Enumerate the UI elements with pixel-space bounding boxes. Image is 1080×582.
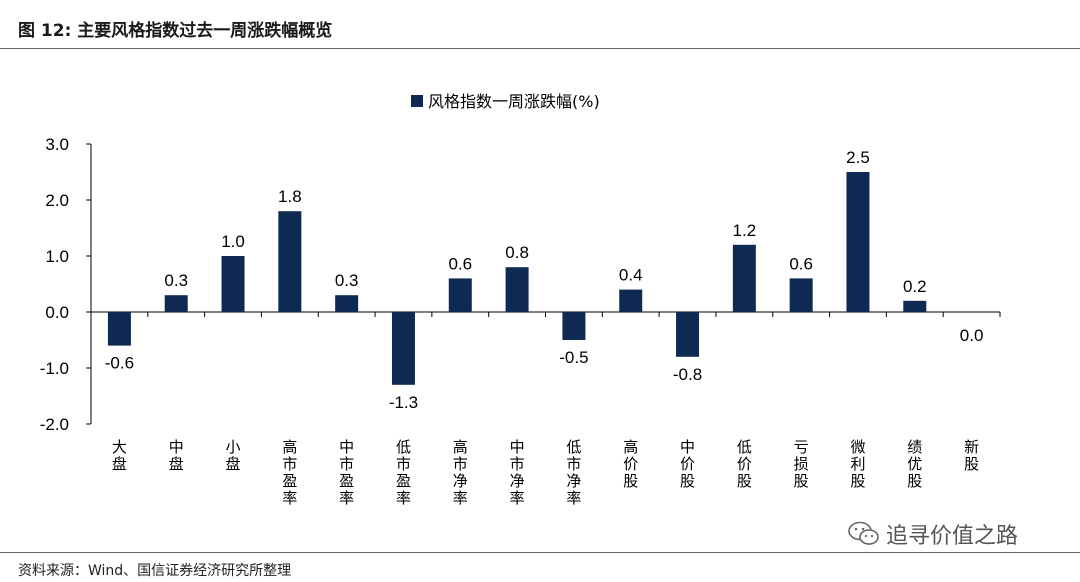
bar-series bbox=[107, 172, 927, 385]
y-axis: 3.0 2.0 1.0 0.0 -1.0 -2.0 bbox=[40, 135, 92, 434]
category-label: 中市净率 bbox=[510, 438, 525, 507]
data-label: 1.2 bbox=[733, 221, 757, 240]
bar bbox=[391, 312, 415, 385]
data-label: 1.0 bbox=[221, 232, 245, 251]
x-axis bbox=[90, 311, 1001, 317]
data-label: -0.8 bbox=[673, 365, 702, 384]
y-tick-label: 0.0 bbox=[45, 303, 69, 322]
category-label: 亏损股 bbox=[794, 438, 809, 490]
bar bbox=[789, 278, 813, 312]
data-label: 2.5 bbox=[846, 148, 870, 167]
data-label: 0.4 bbox=[619, 266, 643, 285]
category-labels: 大盘 中盘 小盘 高市盈率 中市盈率 低市盈率 高市净率 中市净率 低市净率 高价股 中价股 低价股 亏… bbox=[112, 438, 979, 507]
category-label: 高价股 bbox=[623, 438, 638, 490]
watermark: 追寻价值之路 bbox=[848, 518, 1018, 550]
y-tick-label: -2.0 bbox=[40, 415, 69, 434]
y-tick-label: 2.0 bbox=[45, 191, 69, 210]
data-label: 0.2 bbox=[903, 277, 927, 296]
category-label: 小盘 bbox=[226, 438, 241, 473]
bar bbox=[732, 244, 756, 312]
data-label: -0.5 bbox=[559, 348, 588, 367]
y-tick-label: -1.0 bbox=[40, 359, 69, 378]
data-label: 0.6 bbox=[789, 254, 813, 273]
y-tick-label: 1.0 bbox=[45, 247, 69, 266]
bar bbox=[107, 312, 131, 346]
bar bbox=[903, 300, 927, 312]
y-tick-label: 3.0 bbox=[45, 135, 69, 154]
category-label: 中价股 bbox=[680, 438, 695, 490]
category-label: 大盘 bbox=[112, 438, 127, 473]
bar bbox=[221, 256, 245, 312]
bar bbox=[278, 211, 302, 312]
bar bbox=[846, 172, 870, 312]
source-note: 资料来源：Wind、国信证券经济研究所整理 bbox=[18, 563, 292, 579]
category-label: 中市盈率 bbox=[339, 438, 354, 507]
bar bbox=[505, 267, 529, 312]
figure-title: 图 12: 主要风格指数过去一周涨跌幅概览 bbox=[18, 21, 333, 41]
category-label: 高市净率 bbox=[453, 438, 468, 507]
category-label: 绩优股 bbox=[907, 438, 922, 490]
bar bbox=[676, 312, 700, 357]
bar bbox=[164, 295, 188, 312]
data-label: 0.3 bbox=[335, 271, 359, 290]
watermark-text: 追寻价值之路 bbox=[886, 524, 1019, 549]
data-label: 0.6 bbox=[448, 254, 472, 273]
footer-divider bbox=[0, 552, 1080, 553]
bar bbox=[335, 295, 359, 312]
category-label: 新股 bbox=[964, 438, 979, 473]
category-label: 低市盈率 bbox=[396, 438, 411, 507]
figure-header: 图 12: 主要风格指数过去一周涨跌幅概览 bbox=[0, 0, 1080, 52]
bar bbox=[562, 312, 586, 340]
data-label: -1.3 bbox=[389, 393, 418, 412]
legend-swatch bbox=[411, 95, 423, 107]
data-label: -0.6 bbox=[105, 354, 134, 373]
data-label: 0.3 bbox=[164, 271, 188, 290]
data-labels: -0.6 0.3 1.0 1.8 0.3 -1.3 0.6 0.8 -0.5 0.4 -0.8 1.2… bbox=[105, 148, 984, 412]
bar bbox=[448, 278, 472, 312]
category-label: 低价股 bbox=[737, 438, 752, 490]
chart-legend: 风格指数一周涨跌幅(%) bbox=[411, 92, 600, 111]
legend-label: 风格指数一周涨跌幅(%) bbox=[428, 92, 600, 111]
wechat-icon bbox=[848, 521, 879, 545]
data-label: 0.8 bbox=[505, 243, 529, 262]
category-label: 低市净率 bbox=[566, 438, 581, 507]
data-label: 1.8 bbox=[278, 187, 302, 206]
category-label: 中盘 bbox=[169, 438, 184, 473]
header-divider bbox=[0, 48, 1080, 49]
data-label: 0.0 bbox=[960, 326, 984, 345]
bar bbox=[619, 289, 643, 312]
category-label: 高市盈率 bbox=[282, 438, 297, 507]
category-label: 微利股 bbox=[850, 438, 865, 490]
